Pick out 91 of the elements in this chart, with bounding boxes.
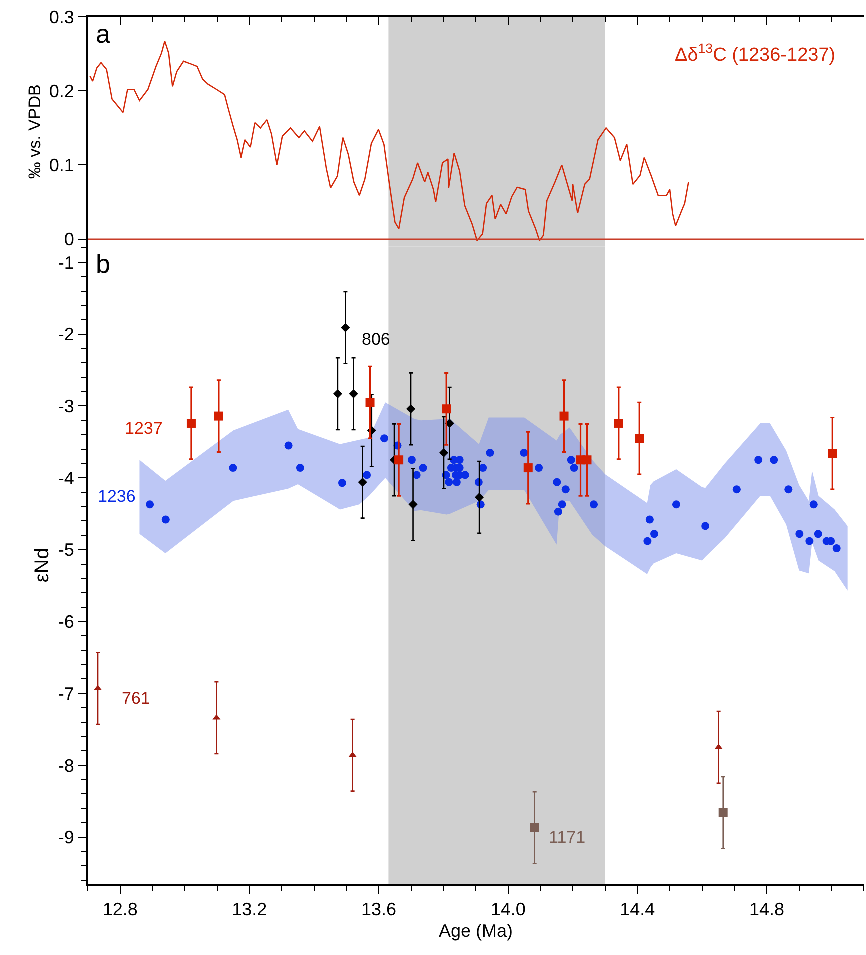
point [229,464,238,472]
y-tick-label: -7 [58,684,74,704]
point [214,412,224,421]
point [554,508,562,516]
point [408,456,416,464]
series-label: 1171 [549,828,586,847]
x-tick-label: 14.4 [620,900,656,920]
point [732,486,741,494]
point [520,448,528,457]
x-tick-label: 13.2 [232,900,268,920]
y-axis-title: ‰ vs. VPDB [25,84,44,180]
point [770,456,778,464]
y-tick-label: -9 [58,828,74,848]
point [475,492,484,502]
point [186,418,196,428]
point [442,404,452,414]
point [828,449,838,458]
point [348,752,357,758]
point [366,398,375,408]
annotation: b [96,249,110,279]
y-tick-label: 0.3 [49,7,74,28]
x-axis-title: Age (Ma) [438,921,514,942]
y-tick-label: -4 [58,468,74,488]
point [650,530,658,538]
point [718,808,728,818]
point [810,500,818,509]
series-label: 1237 [125,419,163,438]
series-label: 761 [122,689,150,708]
y-tick-label: -1 [58,252,74,273]
point [341,323,350,332]
point [296,464,304,472]
point [162,516,170,524]
point [754,456,763,464]
y-tick-label: -6 [58,612,74,632]
y-tick-label: -8 [58,756,74,776]
x-tick-label: 13.6 [361,900,397,920]
y-tick-label: -2 [58,324,74,345]
series-label: 806 [362,330,390,349]
y-tick-label: 0 [64,230,74,250]
point [784,486,793,494]
point [644,537,652,546]
point [558,500,566,509]
y-tick-label: 0.2 [49,81,74,102]
point [590,500,598,509]
point [338,479,346,488]
point [380,434,388,443]
point [452,478,461,486]
point [486,448,494,457]
x-tick-label: 14.0 [490,900,526,920]
y-axis-title: εNd [31,548,54,583]
point [582,456,592,465]
point [646,516,654,524]
y-tick-label: 0.1 [49,156,74,176]
point [406,404,416,414]
y-tick-label: -5 [58,540,74,560]
point [419,464,428,472]
point [408,500,418,510]
point [479,464,488,472]
y-tick-label: -3 [58,396,74,417]
point [535,464,544,472]
x-tick-label: 12.8 [102,900,138,920]
point [445,478,454,486]
annotation: a [96,19,111,49]
point [284,442,293,450]
point [524,464,533,473]
point [672,500,680,509]
point [814,530,822,538]
point [570,464,578,472]
point [567,456,576,464]
point [714,744,723,750]
point [146,500,154,509]
point [806,537,814,546]
point [394,456,404,465]
point [562,486,570,494]
point [530,823,540,832]
point [614,418,624,428]
point [553,478,562,486]
point [456,456,464,464]
series-label: 1236 [98,487,136,506]
point [358,478,368,487]
point [439,448,449,458]
point [560,412,569,421]
point [635,434,644,444]
point [832,544,841,552]
text: Δδ$^{13}$C (1236-1237) [675,41,836,66]
x-tick-label: 14.8 [749,900,785,920]
point [363,471,372,480]
point [333,389,342,399]
point [796,530,804,538]
point [349,389,358,399]
point [702,522,710,530]
